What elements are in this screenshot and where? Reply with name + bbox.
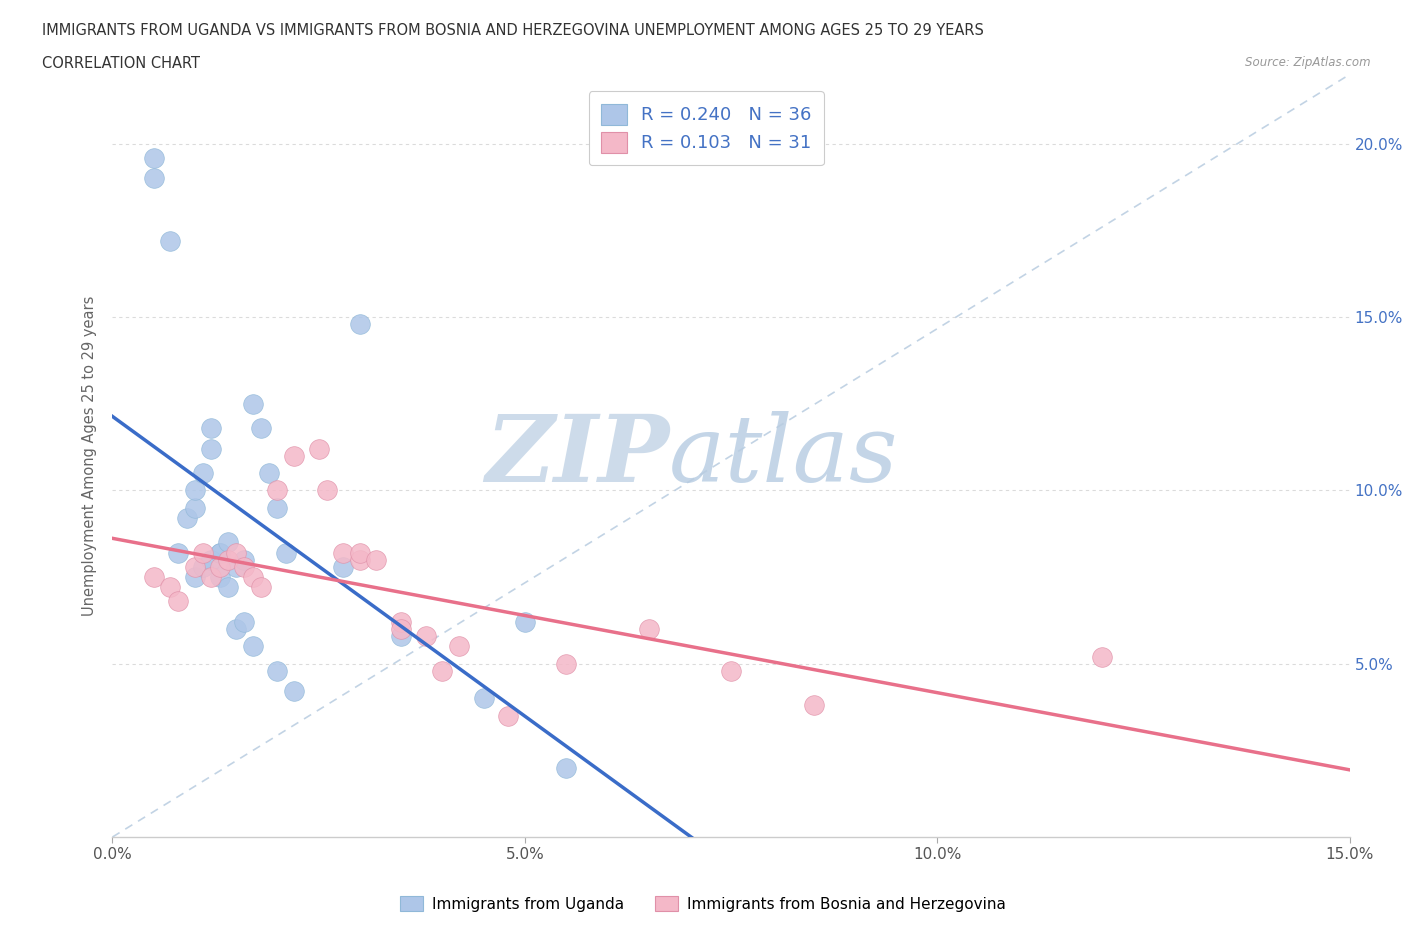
Point [217,535,239,550]
Point [803,698,825,712]
Point [274,545,297,560]
Point [208,569,231,584]
Point [159,580,181,595]
Point [283,684,305,698]
Point [555,657,578,671]
Point [389,615,412,630]
Point [266,663,288,678]
Point [308,442,330,457]
Point [242,396,264,411]
Point [389,621,412,636]
Point [415,629,437,644]
Point [225,545,247,560]
Point [159,233,181,248]
Point [316,483,339,498]
Point [225,621,247,636]
Point [167,594,190,609]
Point [193,466,215,481]
Point [349,552,371,567]
Point [250,420,273,435]
Point [142,171,165,186]
Point [208,559,231,574]
Point [200,569,222,584]
Point [349,545,371,560]
Point [208,545,231,560]
Point [720,663,742,678]
Point [184,569,207,584]
Point [184,483,207,498]
Point [200,420,222,435]
Point [250,580,273,595]
Point [366,552,388,567]
Point [447,639,470,654]
Point [233,559,256,574]
Point [200,442,222,457]
Point [266,500,288,515]
Point [513,615,536,630]
Point [176,511,198,525]
Text: IMMIGRANTS FROM UGANDA VS IMMIGRANTS FROM BOSNIA AND HERZEGOVINA UNEMPLOYMENT AM: IMMIGRANTS FROM UGANDA VS IMMIGRANTS FRO… [42,23,984,38]
Point [200,552,222,567]
Point [498,709,520,724]
Point [225,559,247,574]
Point [233,615,256,630]
Point [193,545,215,560]
Text: atlas: atlas [669,411,898,500]
Point [184,500,207,515]
Point [142,150,165,165]
Point [555,760,578,775]
Point [193,559,215,574]
Point [217,580,239,595]
Point [233,552,256,567]
Point [184,559,207,574]
Legend: Immigrants from Uganda, Immigrants from Bosnia and Herzegovina: Immigrants from Uganda, Immigrants from … [394,889,1012,918]
Point [167,545,190,560]
Point [349,316,371,331]
Point [257,466,280,481]
Point [472,691,495,706]
Point [208,545,231,560]
Point [637,621,659,636]
Point [332,559,354,574]
Text: ZIP: ZIP [485,411,669,500]
Point [242,639,264,654]
Point [432,663,454,678]
Point [266,483,288,498]
Point [1091,649,1114,664]
Y-axis label: Unemployment Among Ages 25 to 29 years: Unemployment Among Ages 25 to 29 years [82,296,97,616]
Legend: R = 0.240   N = 36, R = 0.103   N = 31: R = 0.240 N = 36, R = 0.103 N = 31 [589,91,824,166]
Point [142,569,165,584]
Text: Source: ZipAtlas.com: Source: ZipAtlas.com [1246,56,1371,69]
Point [242,569,264,584]
Point [283,448,305,463]
Text: CORRELATION CHART: CORRELATION CHART [42,56,200,71]
Point [389,629,412,644]
Point [332,545,354,560]
Point [217,552,239,567]
